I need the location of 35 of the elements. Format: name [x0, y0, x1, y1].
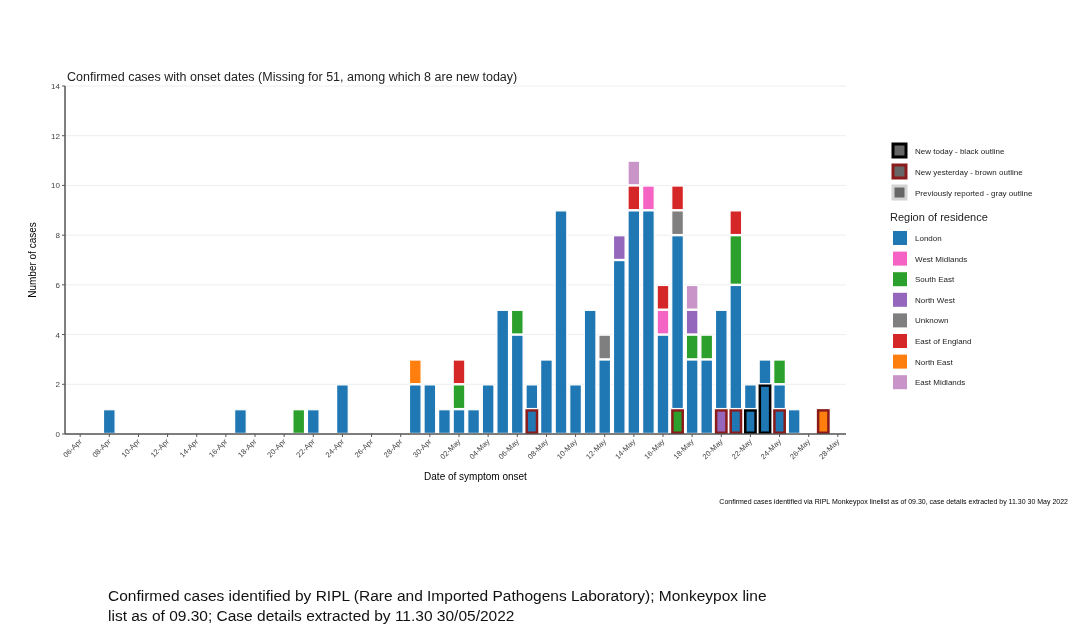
legend-label: North West [915, 295, 956, 305]
bar [102, 409, 116, 434]
legend-label: East of England [915, 337, 972, 346]
bar [467, 409, 480, 434]
y-tick-label: 14 [51, 82, 61, 91]
text: New yesterday - brown outline [915, 168, 1024, 177]
legend-label: West Midlands [915, 254, 968, 264]
legend-label: South East [915, 275, 955, 285]
y-tick-label: 2 [55, 380, 61, 390]
bar [540, 359, 553, 434]
bar [306, 409, 320, 434]
x-axis-title: Date of symptom onset [424, 471, 528, 482]
bar [336, 384, 349, 434]
bar [554, 210, 568, 434]
y-tick-label: 0 [55, 430, 61, 439]
legend-label: North East [915, 357, 954, 367]
legend-label: East Midlands [915, 378, 966, 388]
bar [234, 409, 247, 434]
y-axis-title: Number of cases [27, 222, 38, 298]
text: New today - black outline [915, 147, 1005, 156]
bar [292, 409, 306, 434]
text: Confirmed cases identified by RIPL (Rare and Imported Pathogens Laboratory); Monkeypox line list as of 09.30; Case details extracted by 11.30 30/05/2022 [108, 586, 768, 626]
y-tick-label: 6 [55, 280, 61, 290]
chart-title: Confirmed cases with onset dates (Missing for 51, among which 8 are new today) [67, 70, 518, 84]
legend-title: Region of residence [890, 211, 988, 223]
legend-label: Previously reported - gray outline [915, 189, 1033, 198]
bar [438, 409, 451, 434]
y-tick-label: 12 [51, 131, 61, 141]
legend-label: Unknown [915, 316, 949, 326]
legend-label: London [915, 234, 942, 243]
bar [787, 409, 801, 434]
y-tick-label: 8 [55, 231, 61, 241]
bar [569, 384, 582, 434]
y-tick-label: 10 [51, 181, 61, 191]
y-tick-label: 4 [55, 330, 61, 340]
